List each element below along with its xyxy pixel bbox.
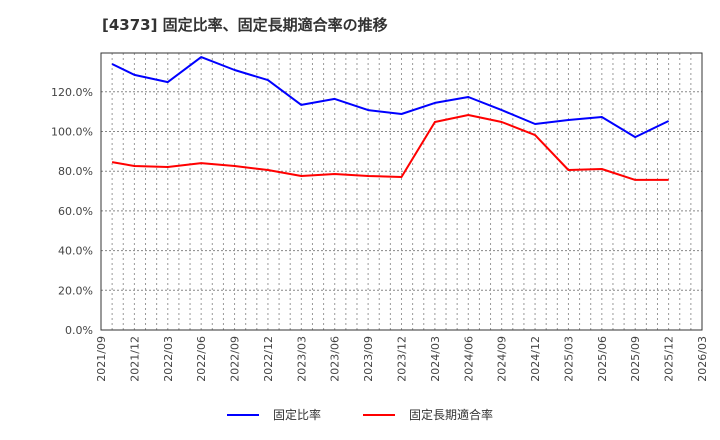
x-tick-label: 2025/09 [629,336,642,382]
y-tick-label: 40.0% [58,245,93,258]
y-tick-label: 0.0% [65,324,93,337]
x-tick-label: 2025/03 [562,336,575,382]
x-tick-label: 2023/09 [362,336,375,382]
y-axis-ticks: 0.0% 20.0% 40.0% 60.0% 80.0% 100.0% 120.0% [51,86,93,337]
legend-label: 固定長期適合率 [409,408,494,422]
legend: 固定比率 固定長期適合率 [0,406,720,423]
y-tick-label: 100.0% [51,126,93,139]
x-tick-label: 2022/06 [195,336,208,382]
legend-line-icon [226,413,259,416]
chart-title: [4373] 固定比率、固定長期適合率の推移 [102,16,388,34]
legend-item-fixed-long-term-ratio: 固定長期適合率 [363,406,493,423]
series-line-fixed-long-term-ratio [111,114,669,181]
x-tick-label: 2026/03 [696,336,709,382]
x-tick-label: 2021/12 [128,336,141,382]
series-line-fixed-ratio [111,56,670,139]
x-tick-label: 2022/03 [162,336,175,382]
x-tick-label: 2025/12 [663,336,676,382]
x-tick-label: 2024/06 [462,336,475,382]
x-tick-label: 2021/09 [95,336,108,382]
x-tick-label: 2022/12 [262,336,275,382]
x-tick-label: 2023/06 [329,336,342,382]
y-tick-label: 60.0% [58,205,93,218]
x-tick-label: 2022/09 [229,336,242,382]
legend-item-fixed-ratio: 固定比率 [226,406,321,423]
y-tick-label: 80.0% [58,165,93,178]
x-axis-ticks: 2021/09 2021/12 2022/03 2022/06 2022/09 2022/… [95,336,709,382]
x-tick-label: 2024/03 [429,336,442,382]
y-tick-label: 20.0% [58,284,93,297]
x-tick-label: 2024/12 [529,336,542,382]
x-tick-label: 2023/03 [295,336,308,382]
y-tick-label: 120.0% [51,86,93,99]
grid-lines [101,53,702,330]
legend-line-icon [363,413,395,416]
x-tick-label: 2023/12 [396,336,409,382]
legend-label: 固定比率 [272,408,321,422]
data-series [111,56,670,181]
x-tick-label: 2025/06 [596,336,609,382]
x-tick-label: 2024/09 [496,336,509,382]
plot-frame [100,52,703,331]
